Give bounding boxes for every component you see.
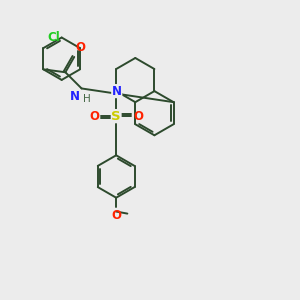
Text: N: N (70, 90, 80, 103)
Text: O: O (89, 110, 99, 123)
Text: S: S (111, 110, 121, 123)
Text: O: O (76, 41, 86, 54)
Text: N: N (112, 85, 122, 98)
Text: H: H (83, 94, 91, 104)
Text: Cl: Cl (48, 31, 61, 44)
Text: O: O (133, 110, 143, 123)
Text: O: O (111, 208, 121, 222)
